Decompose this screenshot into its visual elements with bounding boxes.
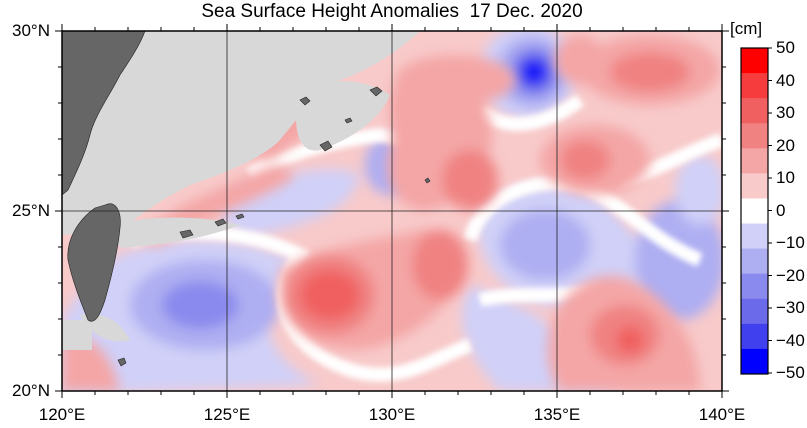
anomaly-field xyxy=(62,31,722,391)
lon-label-135: 135°E xyxy=(533,405,581,424)
land-masses xyxy=(62,31,431,367)
colorbar-tick-label: 10 xyxy=(776,168,795,187)
colorbar-swatch xyxy=(741,323,768,350)
colorbar-swatch xyxy=(741,173,768,199)
lat-label-30: 30°N xyxy=(12,21,50,40)
missing-data-areas xyxy=(62,31,420,350)
lon-label-140: 140°E xyxy=(698,405,746,424)
lon-label-125: 125°E xyxy=(203,405,251,424)
lat-label-25: 25°N xyxy=(12,201,50,220)
colorbar-tick-label: −40 xyxy=(776,330,805,350)
colorbar-swatch xyxy=(741,73,768,99)
colorbar-unit: [cm] xyxy=(730,19,763,38)
map-title: Sea Surface Height Anomalies 17 Dec. 202… xyxy=(201,1,583,22)
colorbar-swatch xyxy=(741,98,768,124)
colorbar-swatch xyxy=(741,48,768,74)
colorbar-tick-label: −30 xyxy=(776,298,805,317)
graticule xyxy=(62,31,722,391)
axis-ticks xyxy=(55,24,729,398)
lat-label-20: 20°N xyxy=(12,381,50,400)
colorbar-swatch xyxy=(741,298,768,325)
lon-label-120: 120°E xyxy=(38,405,86,424)
colorbar-tick-label: 40 xyxy=(776,70,795,90)
colorbar-swatch xyxy=(741,198,768,225)
colorbar-swatch xyxy=(741,123,768,149)
colorbar-swatch xyxy=(741,273,768,300)
colorbar-tick-label: −10 xyxy=(776,233,805,252)
colorbar xyxy=(740,47,772,375)
colorbar-tick-label: −50 xyxy=(776,363,805,382)
colorbar-tick-label: 50 xyxy=(776,38,795,57)
colorbar-swatch xyxy=(741,248,768,275)
positive-anomaly-regions xyxy=(62,35,720,391)
colorbar-swatch xyxy=(741,348,768,375)
colorbar-tick-label: 20 xyxy=(776,135,795,155)
colorbar-tick-label: −20 xyxy=(776,265,805,285)
lon-label-130: 130°E xyxy=(368,405,416,424)
colorbar-tick-label: 0 xyxy=(776,200,786,220)
colorbar-tick-label: 30 xyxy=(776,103,795,122)
colorbar-swatch xyxy=(741,148,768,174)
colorbar-swatch xyxy=(741,223,768,250)
